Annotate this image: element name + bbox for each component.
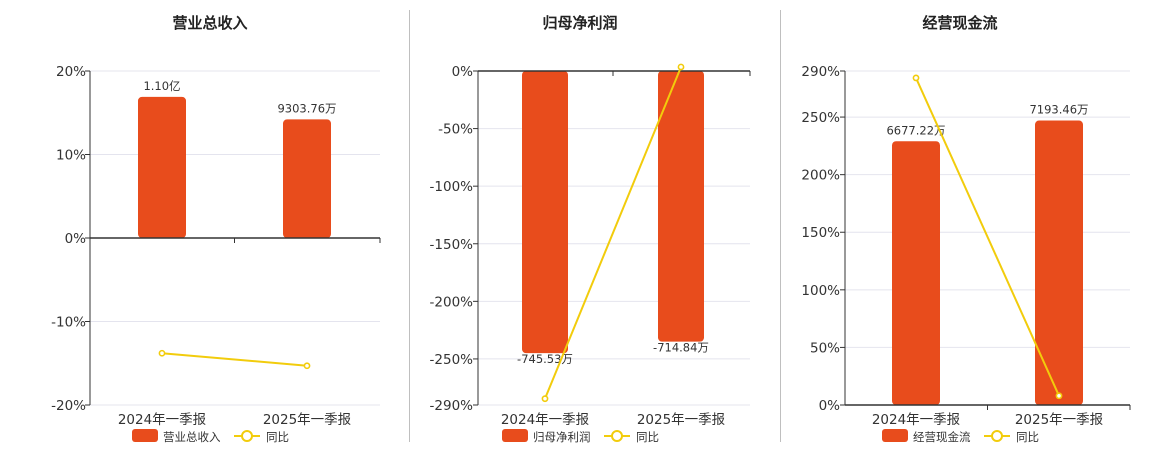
y-tick-label: -100% (430, 179, 474, 195)
chart-title: 归母净利润 (542, 14, 617, 32)
y-tick-label: 250% (801, 110, 840, 126)
x-category-label: 2025年一季报 (263, 412, 351, 428)
y-tick-label: 290% (801, 64, 840, 80)
legend-bar-label: 经营现金流 (913, 430, 971, 444)
chart-title: 营业总收入 (172, 14, 247, 32)
x-category-label: 2025年一季报 (1015, 412, 1103, 428)
yoy-point-2 (1055, 392, 1063, 400)
y-tick-label: 0% (452, 64, 474, 80)
y-tick-label: 0% (65, 231, 87, 247)
net-profit-chart: 归母净利润 0% -50% -100% -150% -200% -250% -290% -745… (430, 14, 751, 444)
y-tick-label: -50% (438, 122, 473, 138)
legend-line-label: 同比 (266, 430, 289, 444)
y-tick-label: 150% (801, 225, 840, 241)
legend-bar-label: 归母净利润 (533, 430, 591, 444)
cash-flow-chart: 经营现金流 290% 250% 200% 150% 100% 50% 0% 6677.22万 71… (801, 14, 1131, 444)
revenue-chart: 营业总收入 20% 10% 0% -10% -20% 1.10亿 9303.76万 2024年一… (51, 14, 381, 444)
legend-line-marker (241, 430, 253, 442)
chart-panel-net-profit: 归母净利润 0% -50% -100% -150% -200% -250% -290% -745… (380, 0, 775, 450)
legend-bar-swatch (882, 429, 908, 442)
bar-data-label: 1.10亿 (143, 79, 180, 93)
bar-data-label: 7193.46万 (1029, 103, 1088, 117)
yoy-point-1 (541, 395, 549, 403)
legend-line-label: 同比 (1016, 430, 1039, 444)
yoy-line (915, 77, 1060, 397)
chart-panel-revenue: 营业总收入 20% 10% 0% -10% -20% 1.10亿 9303.76万 2024年一… (0, 0, 395, 450)
y-tick-label: 100% (801, 283, 840, 299)
bar-1 (892, 141, 940, 405)
panel-divider (780, 10, 781, 442)
chart-panel-cash-flow: 经营现金流 290% 250% 200% 150% 100% 50% 0% 6677.22万 71… (760, 0, 1160, 450)
bar-1 (522, 71, 568, 354)
y-tick-label: -200% (430, 294, 474, 310)
x-category-label: 2025年一季报 (637, 412, 725, 428)
yoy-point-1 (158, 349, 166, 357)
y-tick-label: -10% (51, 315, 86, 331)
yoy-point-2 (677, 63, 685, 71)
y-tick-label: 0% (819, 398, 841, 414)
x-category-label: 2024年一季报 (872, 412, 960, 428)
legend-line-label: 同比 (636, 430, 659, 444)
yoy-line (161, 352, 308, 367)
y-tick-label: 200% (801, 168, 840, 184)
yoy-point-2 (303, 362, 311, 370)
y-tick-label: -290% (430, 398, 474, 414)
x-category-label: 2024年一季报 (118, 412, 206, 428)
y-tick-label: -20% (51, 398, 86, 414)
legend-bar-label: 营业总收入 (163, 430, 221, 444)
chart-title: 经营现金流 (922, 14, 997, 32)
bar-data-label: 6677.22万 (886, 123, 945, 137)
y-tick-label: 20% (56, 64, 86, 80)
y-tick-label: -150% (430, 237, 474, 253)
panel-divider (409, 10, 410, 442)
bar-2 (1035, 120, 1083, 405)
bar-data-label: -714.84万 (653, 341, 709, 355)
legend-line-marker (611, 430, 623, 442)
bar-2 (658, 71, 704, 342)
legend-bar-swatch (502, 429, 528, 442)
bar-data-label: 9303.76万 (277, 101, 336, 115)
y-tick-label: -250% (430, 352, 474, 368)
bar-2 (283, 119, 331, 238)
yoy-line (544, 66, 682, 400)
legend-bar-swatch (132, 429, 158, 442)
y-tick-label: 10% (56, 148, 86, 164)
y-tick-label: 50% (810, 340, 840, 356)
legend-line-marker (991, 430, 1003, 442)
bar-1 (138, 96, 186, 238)
yoy-point-1 (912, 74, 920, 82)
bar-data-label: -745.53万 (517, 352, 573, 366)
x-category-label: 2024年一季报 (501, 412, 589, 428)
